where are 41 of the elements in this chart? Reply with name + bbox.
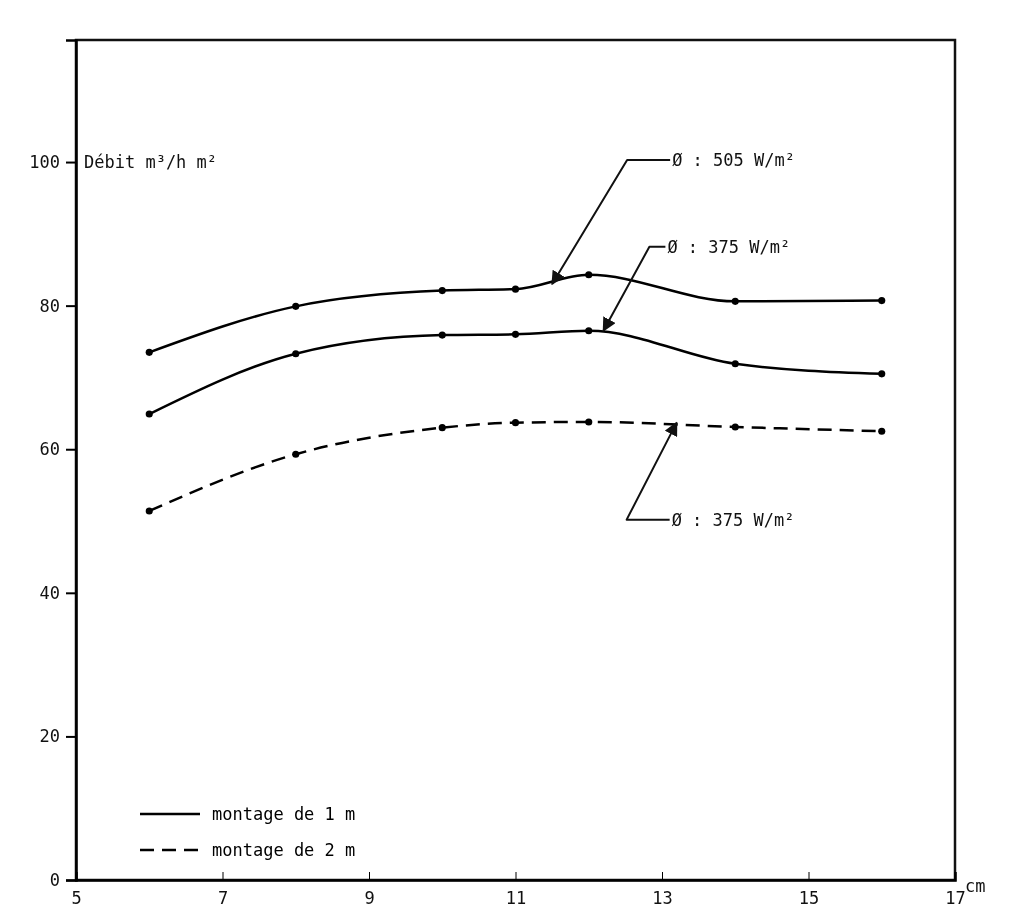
point	[585, 327, 593, 335]
point	[292, 350, 300, 358]
point	[292, 302, 300, 310]
y-tick-label: 40	[39, 582, 60, 603]
point	[878, 427, 886, 435]
point	[731, 360, 739, 368]
x-axis-title: cm	[965, 876, 986, 896]
x-tick-label: 13	[652, 888, 673, 909]
point	[145, 507, 153, 515]
point	[585, 418, 593, 426]
point	[145, 348, 153, 356]
y-tick-label: 80	[39, 295, 60, 316]
point	[731, 297, 739, 305]
x-tick-label: 5	[71, 888, 82, 909]
point	[438, 424, 446, 432]
y-axis-title: Débit m³/h m²	[84, 152, 218, 173]
y-tick-label: 60	[39, 439, 60, 460]
legend-label: montage de 2 m	[212, 840, 356, 860]
y-tick-label: 0	[49, 869, 60, 890]
point	[145, 410, 153, 418]
point	[438, 287, 446, 295]
point	[878, 297, 886, 305]
y-tick-label: 20	[39, 726, 60, 747]
point	[585, 271, 593, 279]
x-tick-label: 11	[505, 888, 527, 909]
x-tick-label: 7	[217, 888, 229, 909]
annotation: Ø : 375 W/m²	[671, 509, 795, 530]
point	[878, 370, 886, 378]
point	[292, 450, 300, 458]
annotation: Ø : 375 W/m²	[667, 236, 791, 257]
legend-label: montage de 1 m	[212, 804, 356, 824]
y-tick-label: 100	[29, 151, 60, 172]
x-tick-label: 9	[364, 888, 375, 909]
annotation: Ø : 505 W/m²	[672, 150, 795, 171]
x-tick-label: 17	[945, 888, 966, 909]
x-tick-label: 15	[798, 888, 820, 909]
point	[511, 285, 520, 293]
point	[731, 423, 739, 431]
point	[438, 331, 446, 339]
point	[511, 330, 520, 338]
point	[511, 419, 520, 427]
